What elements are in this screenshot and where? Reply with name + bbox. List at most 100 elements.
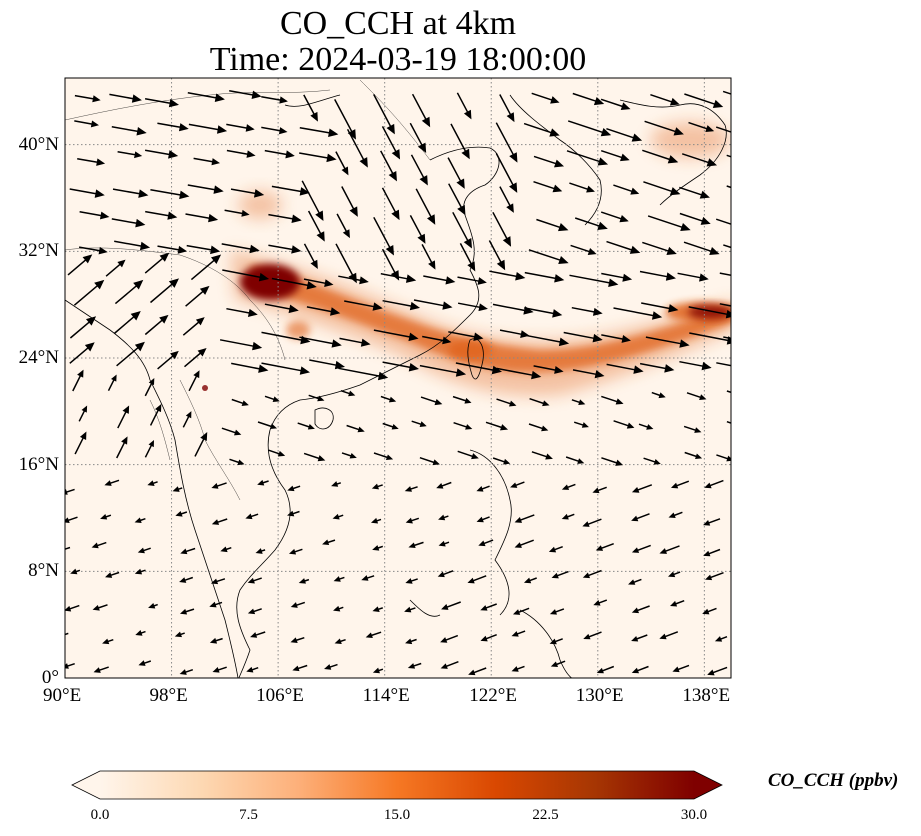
wind-arrow xyxy=(334,638,346,645)
wind-arrow xyxy=(107,374,117,392)
wind-arrow xyxy=(528,249,569,265)
wind-arrow xyxy=(65,516,78,523)
wind-arrow xyxy=(135,630,146,636)
wind-arrow xyxy=(340,389,356,397)
wind-arrow xyxy=(70,568,81,575)
wind-arrow xyxy=(670,599,685,607)
wind-arrow xyxy=(476,485,490,492)
wind-arrow xyxy=(409,215,426,244)
wind-arrow xyxy=(93,666,109,673)
wind-arrow xyxy=(514,539,534,548)
wind-arrow xyxy=(91,541,107,549)
wind-arrow xyxy=(303,243,318,269)
wind-arrow xyxy=(92,604,108,611)
wind-arrow xyxy=(303,94,318,122)
wind-arrow xyxy=(550,660,566,668)
wind-arrow xyxy=(613,184,640,195)
wind-arrow xyxy=(421,244,436,270)
wind-arrow xyxy=(65,546,71,553)
wind-arrow xyxy=(549,608,565,615)
wind-arrow xyxy=(150,188,190,200)
wind-arrow xyxy=(405,638,417,645)
wind-arrow xyxy=(499,94,515,123)
wind-arrow xyxy=(404,606,416,613)
wind-arrow xyxy=(643,181,681,196)
lon-tick-label: 122°E xyxy=(469,685,517,706)
wind-arrow xyxy=(468,667,487,676)
wind-arrow xyxy=(496,398,517,407)
wind-arrow xyxy=(157,350,179,370)
wind-arrow xyxy=(229,90,262,100)
wind-arrow xyxy=(211,518,228,525)
wind-arrow xyxy=(287,485,301,492)
wind-arrow xyxy=(408,541,424,549)
colorbar-tick-label: 30.0 xyxy=(680,807,708,823)
wind-arrow xyxy=(230,188,265,198)
wind-arrow xyxy=(513,607,530,615)
wind-arrow xyxy=(488,240,506,271)
wind-arrow xyxy=(303,278,334,288)
wind-arrow xyxy=(726,390,731,394)
wind-arrow xyxy=(144,377,155,397)
wind-arrow xyxy=(65,604,80,612)
wind-arrow xyxy=(715,218,731,225)
plume-blob xyxy=(238,191,282,219)
wind-arrow xyxy=(495,153,518,193)
wind-arrow xyxy=(299,152,337,163)
wind-arrow xyxy=(221,243,260,254)
wind-arrow xyxy=(336,213,350,239)
wind-arrow xyxy=(371,483,383,490)
lon-tick-label: 106°E xyxy=(256,685,304,706)
wind-arrow xyxy=(246,666,259,673)
wind-arrow xyxy=(570,244,597,255)
wind-arrow xyxy=(361,575,375,581)
wind-arrow xyxy=(190,254,222,281)
wind-arrow xyxy=(447,157,465,189)
wind-arrow xyxy=(69,342,95,364)
wind-arrow xyxy=(492,457,511,465)
wind-arrow xyxy=(405,578,418,584)
colorbar-gradient xyxy=(100,771,694,799)
wind-arrow xyxy=(193,157,221,166)
wind-arrow xyxy=(105,571,120,578)
wind-arrow xyxy=(271,277,317,290)
wind-arrow xyxy=(148,602,158,609)
wind-arrow xyxy=(704,571,724,581)
wind-arrow xyxy=(77,157,106,166)
wind-arrow xyxy=(341,186,358,217)
wind-arrow xyxy=(404,486,418,492)
wind-arrow xyxy=(138,660,152,666)
wind-arrow xyxy=(372,545,384,551)
co-hotspot xyxy=(240,264,300,300)
wind-arrow xyxy=(322,539,336,546)
wind-arrow xyxy=(642,149,679,164)
wind-arrow xyxy=(179,608,195,615)
wind-arrow xyxy=(411,420,427,427)
wind-arrow xyxy=(145,210,178,220)
wind-arrow xyxy=(492,211,512,247)
wind-arrow xyxy=(423,275,456,285)
wind-arrow xyxy=(536,218,569,232)
wind-arrow xyxy=(659,545,680,554)
wind-arrow xyxy=(436,481,452,489)
wind-arrow xyxy=(210,578,226,585)
wind-arrow xyxy=(677,272,709,282)
wind-arrow xyxy=(419,456,440,466)
wind-arrow xyxy=(476,516,490,523)
wind-arrow xyxy=(638,423,654,430)
wind-arrow xyxy=(448,183,466,216)
wind-arrow xyxy=(100,513,112,520)
wind-arrow xyxy=(489,270,526,281)
wind-arrow xyxy=(631,544,651,553)
wind-arrow xyxy=(450,123,470,160)
wind-arrow xyxy=(185,285,210,307)
wind-arrow xyxy=(149,403,162,426)
wind-arrow xyxy=(79,211,110,220)
wind-arrow xyxy=(261,362,310,375)
wind-arrow xyxy=(303,452,326,462)
wind-arrow xyxy=(531,92,560,104)
wind-arrow xyxy=(309,359,345,370)
wind-arrow xyxy=(194,432,208,457)
wind-arrow xyxy=(419,364,467,377)
lon-tick-label: 138°E xyxy=(682,685,731,706)
